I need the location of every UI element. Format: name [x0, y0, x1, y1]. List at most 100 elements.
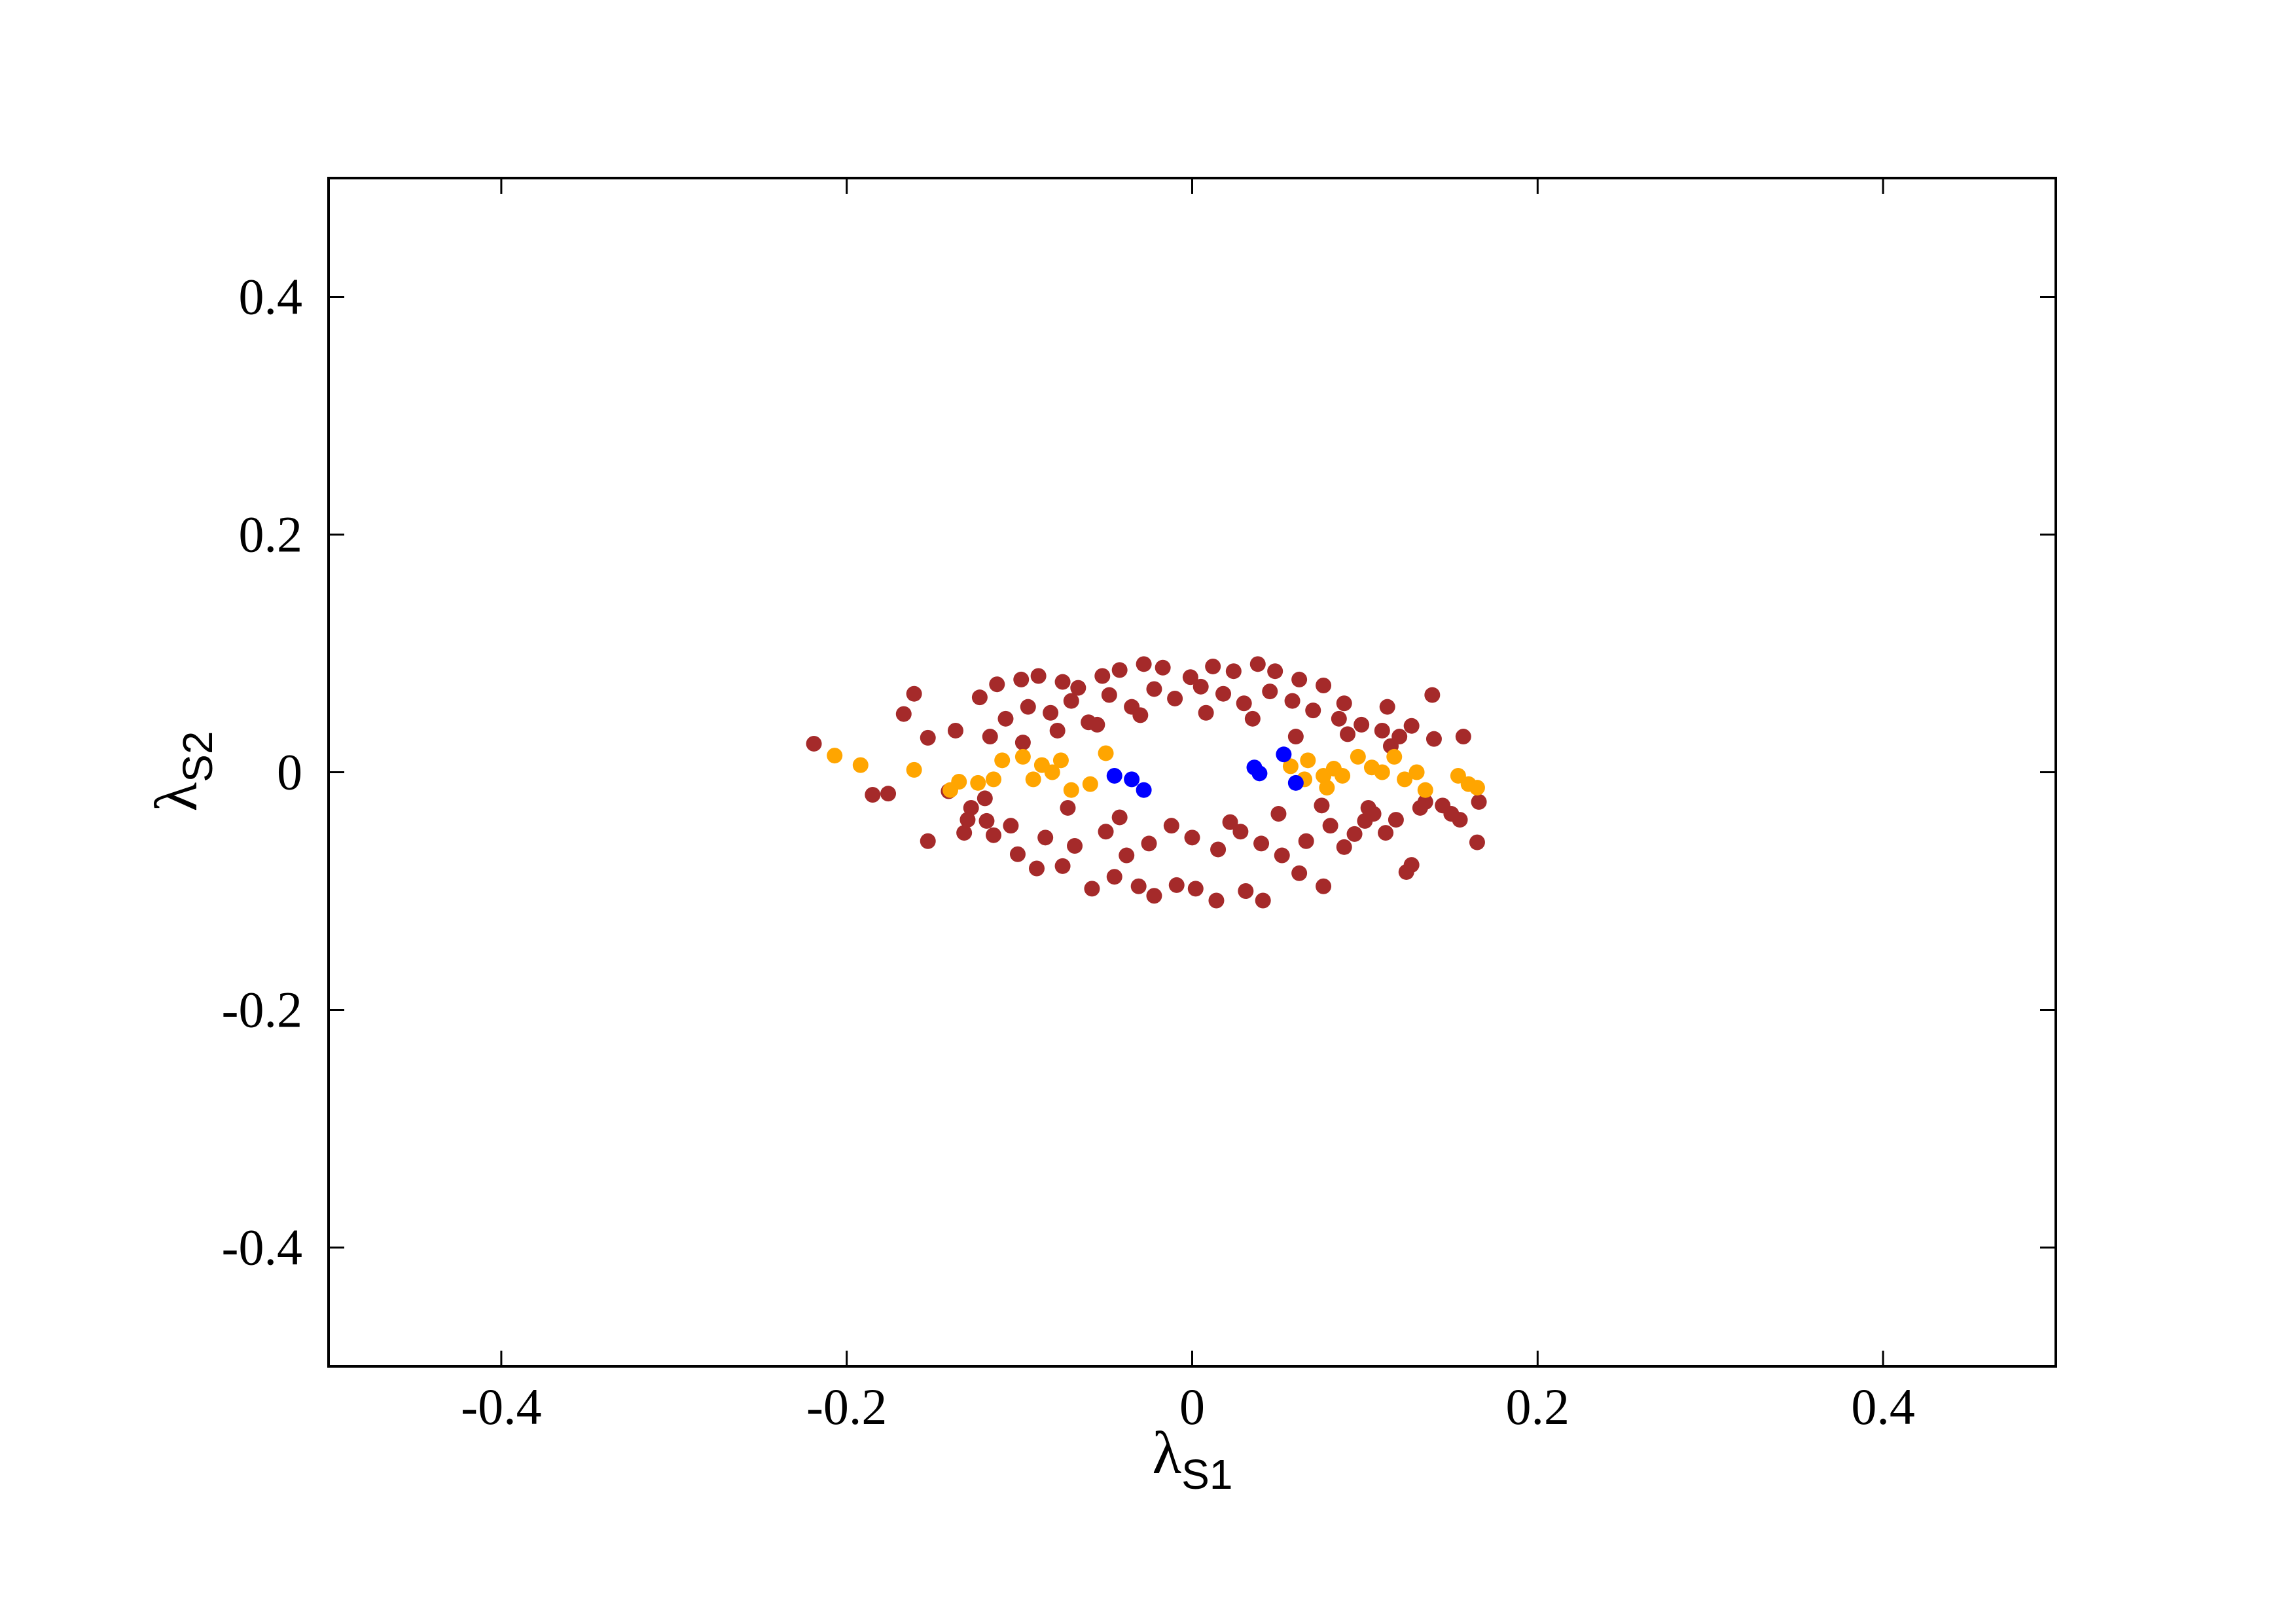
point — [1374, 764, 1390, 780]
point — [906, 685, 922, 702]
x-label-subscript: S1 — [1181, 1451, 1232, 1498]
x-tick-label: 0 — [1179, 1378, 1205, 1435]
point — [1319, 780, 1335, 796]
point — [920, 729, 936, 746]
point — [827, 748, 843, 764]
point — [1025, 771, 1041, 788]
point — [1205, 658, 1221, 674]
point — [1298, 833, 1314, 849]
point — [1168, 877, 1185, 893]
point — [1267, 663, 1283, 680]
x-tick-label: -0.2 — [806, 1378, 887, 1435]
x-label-symbol: λ — [1153, 1419, 1182, 1486]
point — [1397, 771, 1413, 788]
point — [1469, 780, 1485, 796]
point — [1354, 716, 1370, 733]
point — [1270, 806, 1287, 822]
point — [920, 833, 936, 849]
point — [1471, 793, 1487, 810]
point — [947, 722, 963, 739]
point — [1130, 878, 1147, 894]
point — [1274, 847, 1290, 864]
point — [1255, 892, 1271, 909]
point — [1182, 669, 1198, 685]
point — [1132, 707, 1149, 723]
point — [1089, 716, 1105, 733]
point — [1187, 881, 1204, 897]
point — [994, 752, 1011, 769]
point — [971, 689, 988, 706]
point — [1163, 818, 1179, 834]
point — [1054, 858, 1071, 874]
point — [1063, 693, 1079, 709]
point — [1322, 818, 1338, 834]
point — [1346, 826, 1363, 842]
point — [1284, 693, 1300, 709]
point — [1030, 668, 1047, 684]
point — [1340, 726, 1356, 742]
point — [1225, 663, 1242, 680]
point — [1208, 892, 1225, 909]
point — [1084, 881, 1100, 897]
point — [1331, 710, 1347, 727]
points — [806, 656, 1487, 909]
point — [963, 799, 979, 816]
point — [852, 757, 869, 773]
point — [978, 812, 995, 829]
point — [1336, 839, 1352, 855]
point — [1146, 681, 1162, 697]
point — [1141, 835, 1157, 852]
point — [1305, 702, 1321, 719]
point — [1193, 678, 1209, 695]
point — [1098, 824, 1114, 840]
point — [1028, 860, 1045, 877]
point — [1300, 752, 1316, 769]
point — [1184, 830, 1200, 846]
point — [1014, 748, 1031, 765]
point — [1424, 687, 1441, 703]
point — [1291, 865, 1308, 881]
x-axis-label: λS1 — [1153, 1419, 1233, 1498]
point — [1388, 812, 1404, 828]
point — [977, 790, 993, 807]
point — [1238, 883, 1254, 899]
point — [951, 774, 967, 790]
point — [1335, 767, 1351, 784]
point — [1052, 752, 1069, 769]
point — [1215, 685, 1232, 702]
point — [1251, 765, 1268, 782]
point — [1014, 735, 1031, 751]
point — [1155, 659, 1171, 676]
point — [1106, 869, 1122, 885]
point — [1314, 797, 1330, 814]
point — [880, 786, 897, 802]
point — [1037, 830, 1054, 846]
point — [1316, 878, 1332, 894]
point — [1167, 690, 1183, 706]
point — [1044, 764, 1060, 780]
point — [1198, 704, 1214, 721]
point — [1412, 799, 1428, 816]
y-tick-label: 0.4 — [239, 268, 303, 325]
point — [1106, 767, 1122, 784]
point — [1469, 834, 1485, 850]
point — [1403, 718, 1420, 734]
point — [1111, 662, 1128, 678]
point — [1098, 745, 1114, 761]
point — [1136, 782, 1152, 798]
point — [982, 729, 998, 745]
point — [806, 735, 822, 752]
x-tick-label: 0.4 — [1851, 1378, 1915, 1435]
point — [1291, 671, 1308, 687]
x-tick-label: -0.4 — [461, 1378, 541, 1435]
point — [1398, 864, 1414, 880]
point — [1136, 656, 1152, 672]
point — [1054, 674, 1071, 690]
point — [1378, 825, 1394, 841]
point — [1082, 776, 1098, 792]
point — [970, 775, 986, 791]
point — [1043, 704, 1059, 721]
point — [1350, 748, 1366, 765]
